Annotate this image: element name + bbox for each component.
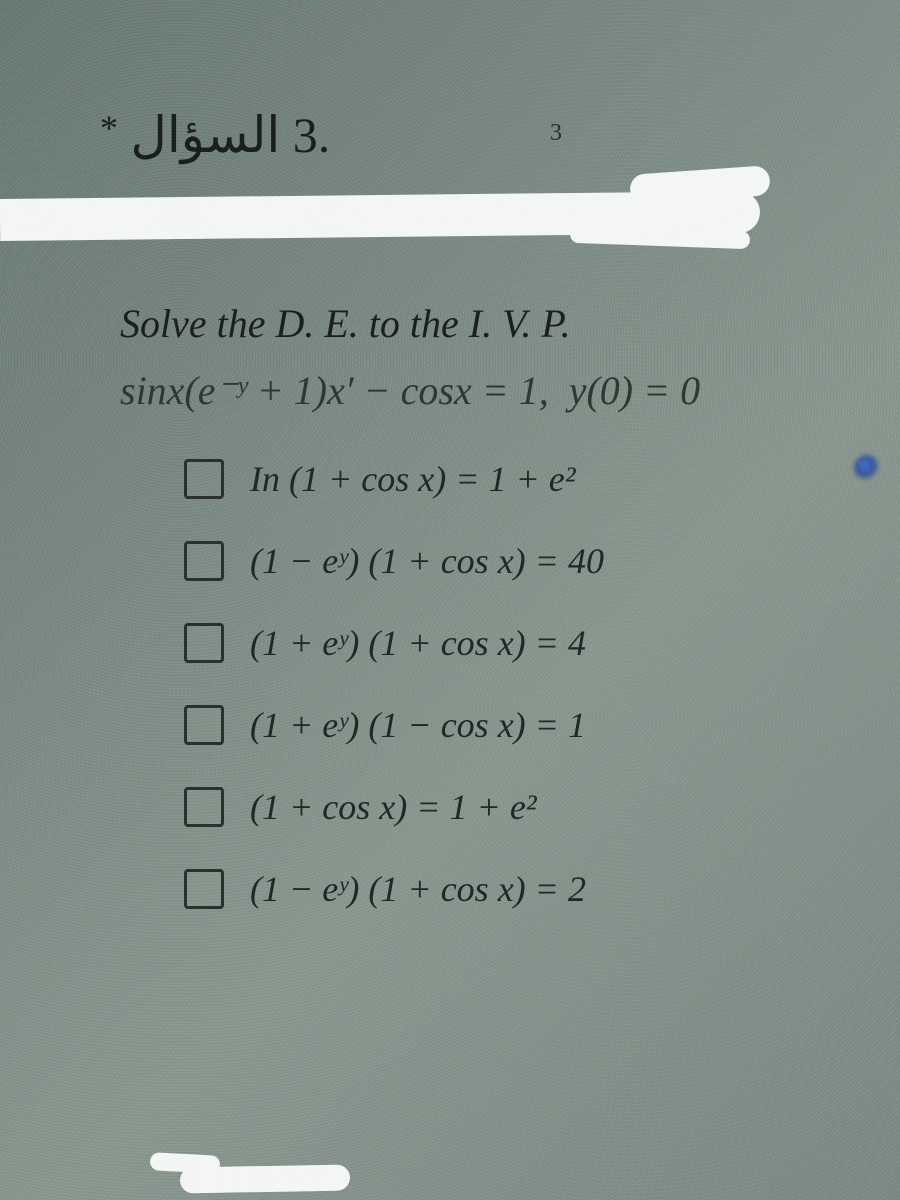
problem-prompt: Solve the D. E. to the I. V. P. [120, 300, 820, 347]
whiteout-stroke [150, 1152, 221, 1174]
option-label: (1 − eʸ) (1 + cos x) = 2 [250, 868, 586, 910]
option-checkbox[interactable] [184, 623, 224, 663]
problem-equation: sinx(e⁻ʸ + 1)x′ − cosx = 1, y(0) = 0 [120, 367, 820, 414]
option-row[interactable]: (1 + eʸ) (1 + cos x) = 4 [184, 622, 820, 664]
option-label: In (1 + cos x) = 1 + e² [250, 458, 576, 500]
required-asterisk: * [100, 108, 118, 148]
page-root: 3. السؤال * 3 Solve the D. E. to the I. … [0, 0, 900, 1200]
option-row[interactable]: (1 − eʸ) (1 + cos x) = 40 [184, 540, 820, 582]
option-row[interactable]: (1 − eʸ) (1 + cos x) = 2 [184, 868, 820, 910]
option-label: (1 − eʸ) (1 + cos x) = 40 [250, 540, 604, 582]
option-label: (1 + eʸ) (1 − cos x) = 1 [250, 704, 586, 746]
question-word-arabic: السؤال [131, 107, 281, 163]
option-checkbox[interactable] [184, 705, 224, 745]
question-heading: 3. السؤال * 3 [90, 106, 336, 164]
option-checkbox[interactable] [184, 541, 224, 581]
stray-mark: 3 [550, 120, 562, 147]
option-checkbox[interactable] [184, 459, 224, 499]
option-label: (1 + eʸ) (1 + cos x) = 4 [250, 622, 586, 664]
option-label: (1 + cos x) = 1 + e² [250, 786, 537, 828]
option-row[interactable]: (1 + eʸ) (1 − cos x) = 1 [184, 704, 820, 746]
option-checkbox[interactable] [184, 869, 224, 909]
option-row[interactable]: (1 + cos x) = 1 + e² [184, 786, 820, 828]
option-row[interactable]: In (1 + cos x) = 1 + e² [184, 458, 820, 500]
question-number: 3. [293, 106, 331, 164]
question-body: Solve the D. E. to the I. V. P. sinx(e⁻ʸ… [120, 300, 820, 950]
camera-flash-reflection [854, 455, 880, 481]
option-checkbox[interactable] [184, 787, 224, 827]
options-list: In (1 + cos x) = 1 + e² (1 − eʸ) (1 + co… [184, 458, 820, 910]
